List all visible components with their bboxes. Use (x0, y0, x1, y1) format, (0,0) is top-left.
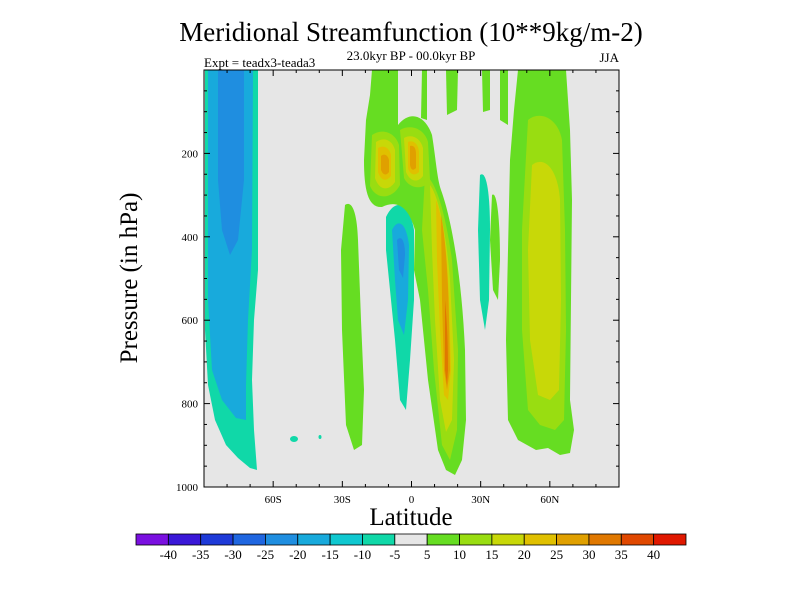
x-tick-label: 30S (334, 494, 351, 506)
y-tick-labels: 200 400 600 800 1000 (176, 148, 199, 494)
colorbar-swatch (653, 533, 687, 546)
colorbar-swatch (200, 533, 234, 546)
narrow-positive-band (490, 194, 500, 300)
colorbar-label: -10 (354, 547, 371, 562)
colorbar-label: 15 (485, 547, 498, 562)
colorbar-swatch (394, 533, 428, 546)
contour-layer (205, 70, 574, 475)
colorbar (135, 533, 687, 546)
y-tick-label: 200 (182, 148, 199, 160)
colorbar-label: -5 (389, 547, 400, 562)
tropical-positive-cell (364, 70, 466, 475)
speckle-negative (290, 436, 298, 442)
x-tick-label: 30N (471, 494, 490, 506)
colorbar-swatch (265, 533, 299, 546)
x-axis-label: Latitude (369, 504, 452, 531)
y-tick-label: 1000 (176, 482, 199, 494)
equatorial-negative-cell (386, 205, 414, 410)
colorbar-label: 25 (550, 547, 563, 562)
colorbar-label: -15 (321, 547, 338, 562)
y-tick-label: 400 (182, 232, 199, 244)
narrow-negative-streak (478, 174, 490, 330)
upper-positive-streak-2 (500, 70, 508, 125)
colorbar-swatch (588, 533, 622, 546)
y-tick-label: 600 (182, 315, 199, 327)
x-tick-label: 60S (265, 494, 282, 506)
colorbar-swatch (556, 533, 590, 546)
colorbar-label: 10 (453, 547, 466, 562)
colorbar-swatch (362, 533, 396, 546)
colorbar-swatch (297, 533, 331, 546)
colorbar-swatch (167, 533, 202, 546)
southern-midlatitude-band (341, 203, 364, 450)
colorbar-label: 20 (518, 547, 531, 562)
season-label: JJA (599, 50, 619, 65)
colorbar-swatch (135, 533, 169, 546)
axis-ticks (203, 69, 620, 488)
chart-title: Meridional Streamfunction (10**9kg/m-2) (179, 17, 642, 47)
speckle-negative-small (318, 435, 322, 439)
chart-subtitle: 23.0kyr BP - 00.0kyr BP (347, 48, 476, 63)
colorbar-label: -30 (224, 547, 241, 562)
colorbar-label: -35 (192, 547, 209, 562)
x-tick-labels: 60S 30S 0 30N 60N (265, 494, 560, 506)
colorbar-swatch (232, 533, 266, 546)
y-axis-label: Pressure (in hPa) (116, 193, 143, 364)
experiment-label: Expt = teadx3-teada3 (204, 55, 315, 70)
y-tick-label: 800 (182, 399, 199, 411)
upper-positive-streak-1 (482, 70, 490, 112)
colorbar-swatch (329, 533, 363, 546)
x-tick-label: 60N (540, 494, 559, 506)
colorbar-label: 35 (615, 547, 628, 562)
colorbar-swatch (491, 533, 525, 546)
colorbar-label: -40 (160, 547, 177, 562)
colorbar-swatch (523, 533, 557, 546)
colorbar-label: 30 (582, 547, 595, 562)
colorbar-label: 5 (424, 547, 431, 562)
colorbar-labels: -40 -35 -30 -25 -20 -15 -10 -5 5 10 15 20 25 30 35 40 (160, 547, 660, 562)
x-tick-label: 0 (409, 494, 415, 506)
colorbar-swatch (459, 533, 493, 546)
colorbar-label: -20 (289, 547, 306, 562)
colorbar-label: 40 (647, 547, 660, 562)
colorbar-swatch (426, 533, 460, 546)
southern-polar-cell (205, 70, 258, 470)
northern-midlatitude-cell (506, 70, 574, 455)
colorbar-swatch (620, 533, 655, 546)
colorbar-label: -25 (257, 547, 274, 562)
